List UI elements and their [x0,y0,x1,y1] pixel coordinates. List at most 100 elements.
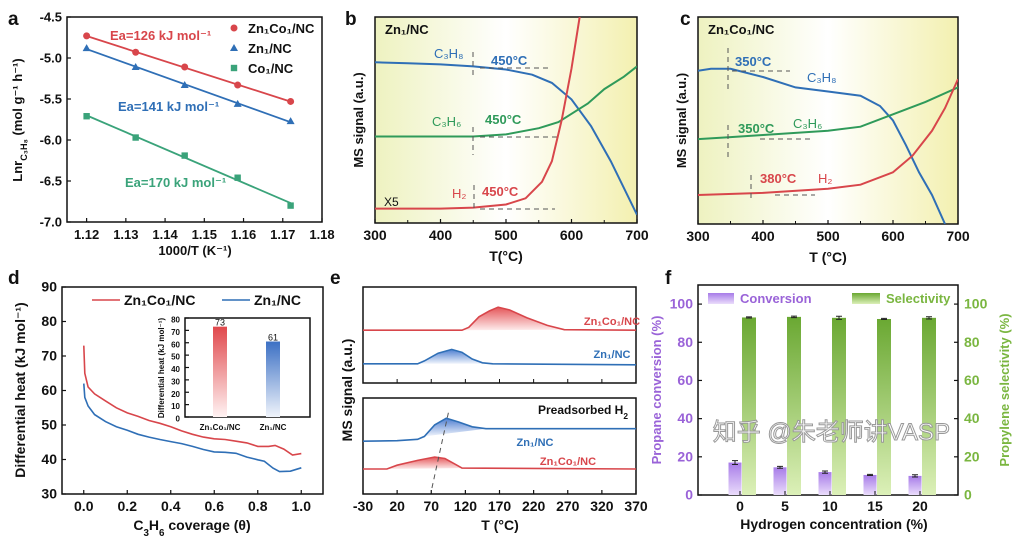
b-onset-label: 450°C [482,184,519,199]
f-left-y-axis-label: Propane conversion (%) [649,316,664,465]
d-inset-value-label: 61 [268,333,278,343]
f-bar-selectivity [922,317,936,495]
panel-e-top-plot-area [362,286,637,384]
d-inset-value-label: 73 [215,318,225,328]
a-fit-line [86,48,291,124]
a-xtick-label: 1.15 [192,227,217,242]
a-xtick-label: 1.18 [309,227,334,242]
d-x-axis-label: C3H6 coverage (θ) [133,517,250,539]
d-xtick-label: 0.6 [205,498,225,514]
f-bar-selectivity [877,318,891,495]
e-bottom-title: Preadsorbed H2 [538,403,628,421]
d-ytick-label: 80 [41,313,57,329]
f-right-ytick-label: 20 [964,448,980,464]
f-error-bar [732,460,738,465]
f-xtick-label: 0 [736,498,744,514]
a-data-point [83,32,91,40]
d-inset-category-label: Zn₁/NC [260,423,287,432]
f-bar-selectivity [787,316,801,495]
panel-letter: b [345,9,357,30]
f-bar-conversion [908,475,922,495]
f-legend-swatch [852,293,880,304]
label-part: 3 [143,528,149,539]
f-error-bar [867,473,873,477]
d-xtick-label: 0.4 [161,498,181,514]
f-error-bar [836,315,842,320]
e-series-line [362,417,636,442]
f-bar-conversion [818,472,832,495]
d-y-axis-label: Differential heat (kJ mol⁻¹) [12,302,28,477]
a-data-point [83,113,90,120]
label-part: C [133,517,143,533]
a-ea-annotation: Ea=141 kJ mol⁻¹ [118,99,219,114]
e-peak-shift-guide [431,409,450,489]
d-inset-ytick-label: 40 [171,365,180,374]
d-xtick-label: 0.8 [248,498,268,514]
f-legend-label: Conversion [740,291,812,306]
a-xtick-label: 1.14 [152,227,178,242]
c-xtick-label: 300 [686,228,710,244]
e-xtick-label: 270 [556,498,580,514]
c-onset-label: 380°C [760,171,797,186]
c-series-line [698,86,958,141]
e-x-axis-label: T (°C) [481,517,518,533]
d-inset-ytick-label: 80 [171,316,180,325]
a-legend-marker [230,24,238,32]
d-ytick-label: 40 [41,451,57,467]
f-right-ytick-label: 0 [964,487,972,503]
e-series-label: Zn₁Co₁/NC [584,316,640,328]
a-data-point [181,152,188,159]
a-x-axis-label: 1000/T (K⁻¹) [158,243,231,258]
e-series-label: Zn₁/NC [594,349,631,361]
b-series-line [375,65,637,138]
a-data-point [287,202,294,209]
f-error-bar [881,317,887,321]
c-xtick-label: 400 [751,228,775,244]
c-x-axis-label: T (°C) [809,249,846,265]
c-series-label: C₃H₈ [807,70,836,85]
panel-letter: a [8,9,19,30]
a-ytick-label: -6.5 [40,174,62,189]
a-legend-label: Co₁/NC [248,61,294,76]
panel-letter: f [665,268,672,289]
c-y-axis-label: MS signal (a.u.) [674,73,689,168]
e-xtick-label: 70 [423,498,439,514]
f-x-axis-label: Hydrogen concentration (%) [740,516,927,532]
d-xtick-label: 1.0 [292,498,312,514]
label-part: Lnr [10,161,25,182]
label-part: H [149,517,159,533]
f-left-ytick-label: 100 [670,296,694,312]
a-data-point [180,81,189,89]
d-xtick-label: 0.2 [118,498,138,514]
a-ea-annotation: Ea=126 kJ mol⁻¹ [110,28,211,43]
c-series-line [698,67,946,224]
panel-a-plot-area [66,16,323,223]
a-data-point [132,48,140,56]
f-right-ytick-label: 60 [964,372,980,388]
a-ytick-label: -4.5 [40,10,62,25]
b-xtick-label: 400 [429,227,453,243]
d-xtick-label: 0.0 [74,498,94,514]
a-ytick-label: -7.0 [40,215,62,230]
e-peak-area [461,307,565,331]
f-bar-selectivity [742,317,756,495]
a-fit-line [86,35,291,103]
e-xtick-label: 120 [454,498,478,514]
c-xtick-label: 700 [946,228,970,244]
panel-b-plot-area [374,16,638,224]
d-inset-plot-area [184,317,311,418]
f-error-bar [791,315,797,319]
d-ytick-label: 60 [41,382,57,398]
e-xtick-label: 20 [389,498,405,514]
e-series-line [363,306,637,331]
c-onset-label: 350°C [735,54,772,69]
a-xtick-label: 1.16 [231,227,256,242]
a-ytick-label: -6.0 [40,133,62,148]
f-left-ytick-label: 80 [677,334,693,350]
f-error-bar [912,474,918,478]
e-series-line [363,348,637,366]
c-panel-title: Zn₁Co₁/NC [708,22,775,37]
d-ytick-label: 70 [41,348,57,364]
d-inset-y-axis-label: Differential heat (kJ mol⁻¹) [157,318,166,419]
d-ytick-label: 50 [41,417,57,433]
